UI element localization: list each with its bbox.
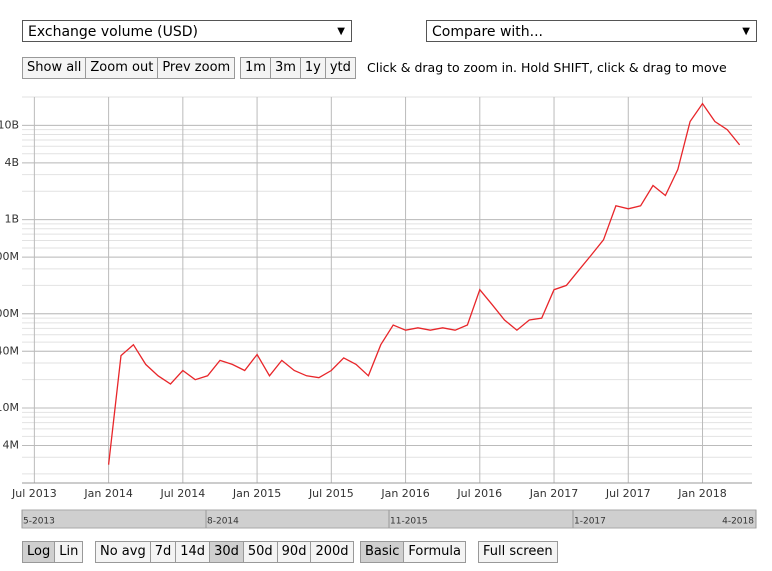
zoom-buttons: Show all Zoom out Prev zoom	[22, 57, 236, 79]
y-tick-label: 10B	[0, 118, 19, 131]
x-tick-label: Jul 2013	[11, 487, 57, 500]
x-tick-label: Jul 2016	[456, 487, 502, 500]
y-tick-label: 40M	[0, 344, 19, 357]
x-tick-label: Jul 2017	[605, 487, 651, 500]
navigator-label: 11-2015	[390, 517, 428, 527]
button[interactable]: Lin	[55, 542, 83, 562]
hint: Click & drag to zoom in. Hold SHIFT, cli…	[367, 60, 727, 75]
y-tick-label: 100M	[0, 307, 19, 320]
button[interactable]: Zoom out	[86, 58, 159, 78]
x-tick-label: Jan 2016	[380, 487, 429, 500]
scale-buttons: Log Lin	[22, 541, 84, 563]
navigator-label: 8-2014	[207, 517, 239, 527]
button[interactable]: Basic	[361, 542, 405, 562]
mode-buttons: Basic Formula	[360, 541, 466, 563]
button[interactable]: Formula	[404, 542, 465, 562]
button[interactable]: 3m	[270, 58, 301, 78]
button[interactable]: Show all	[23, 58, 87, 78]
fullscreen-button: Full screen	[478, 541, 558, 563]
button[interactable]: Log	[23, 542, 56, 562]
button[interactable]: 50d	[243, 542, 278, 562]
x-tick-label: Jan 2018	[677, 487, 726, 500]
button[interactable]: 90d	[277, 542, 312, 562]
button[interactable]: 1y	[300, 58, 326, 78]
y-tick-label: 4B	[4, 156, 19, 169]
metric-select-label: Exchange volume (USD)	[28, 24, 199, 40]
data-line	[107, 102, 741, 465]
navigator-label: 1-2017	[574, 517, 606, 527]
avg-buttons: No avg 7d 14d 30d 50d 90d 200d	[95, 541, 354, 563]
x-tick-label: Jul 2015	[308, 487, 354, 500]
x-tick-label: Jul 2014	[159, 487, 205, 500]
navigator-label: 4-2018	[722, 517, 754, 527]
x-tick-label: Jan 2017	[529, 487, 578, 500]
button[interactable]: 7d	[150, 542, 177, 562]
metric-select[interactable]: Exchange volume (USD) ▼	[22, 20, 352, 42]
x-tick-label: Jan 2015	[232, 487, 281, 500]
button[interactable]: 1m	[241, 58, 271, 78]
range-buttons: 1m 3m 1y ytd	[240, 57, 356, 79]
y-tick-label: 1B	[4, 213, 19, 226]
button[interactable]: ytd	[325, 58, 355, 78]
y-tick-label: 4M	[3, 439, 20, 452]
navigator-label: 5-2013	[23, 517, 55, 527]
button[interactable]: Full screen	[479, 542, 557, 562]
button[interactable]: Prev zoom	[158, 58, 235, 78]
button[interactable]: 14d	[176, 542, 211, 562]
compare-select[interactable]: Compare with... ▼	[426, 20, 757, 42]
y-tick-label: 10M	[0, 401, 19, 414]
button[interactable]: No avg	[96, 542, 151, 562]
chart: 4M 10M 40M 100M 400M 1B 4B 10B Jul 2013 Jan 2014 J…	[0, 96, 757, 529]
button[interactable]: 30d	[210, 542, 244, 562]
button[interactable]: 200d	[311, 542, 353, 562]
x-tick-label: Jan 2014	[83, 487, 132, 500]
compare-select-label: Compare with...	[432, 24, 544, 40]
y-tick-label: 400M	[0, 250, 19, 263]
